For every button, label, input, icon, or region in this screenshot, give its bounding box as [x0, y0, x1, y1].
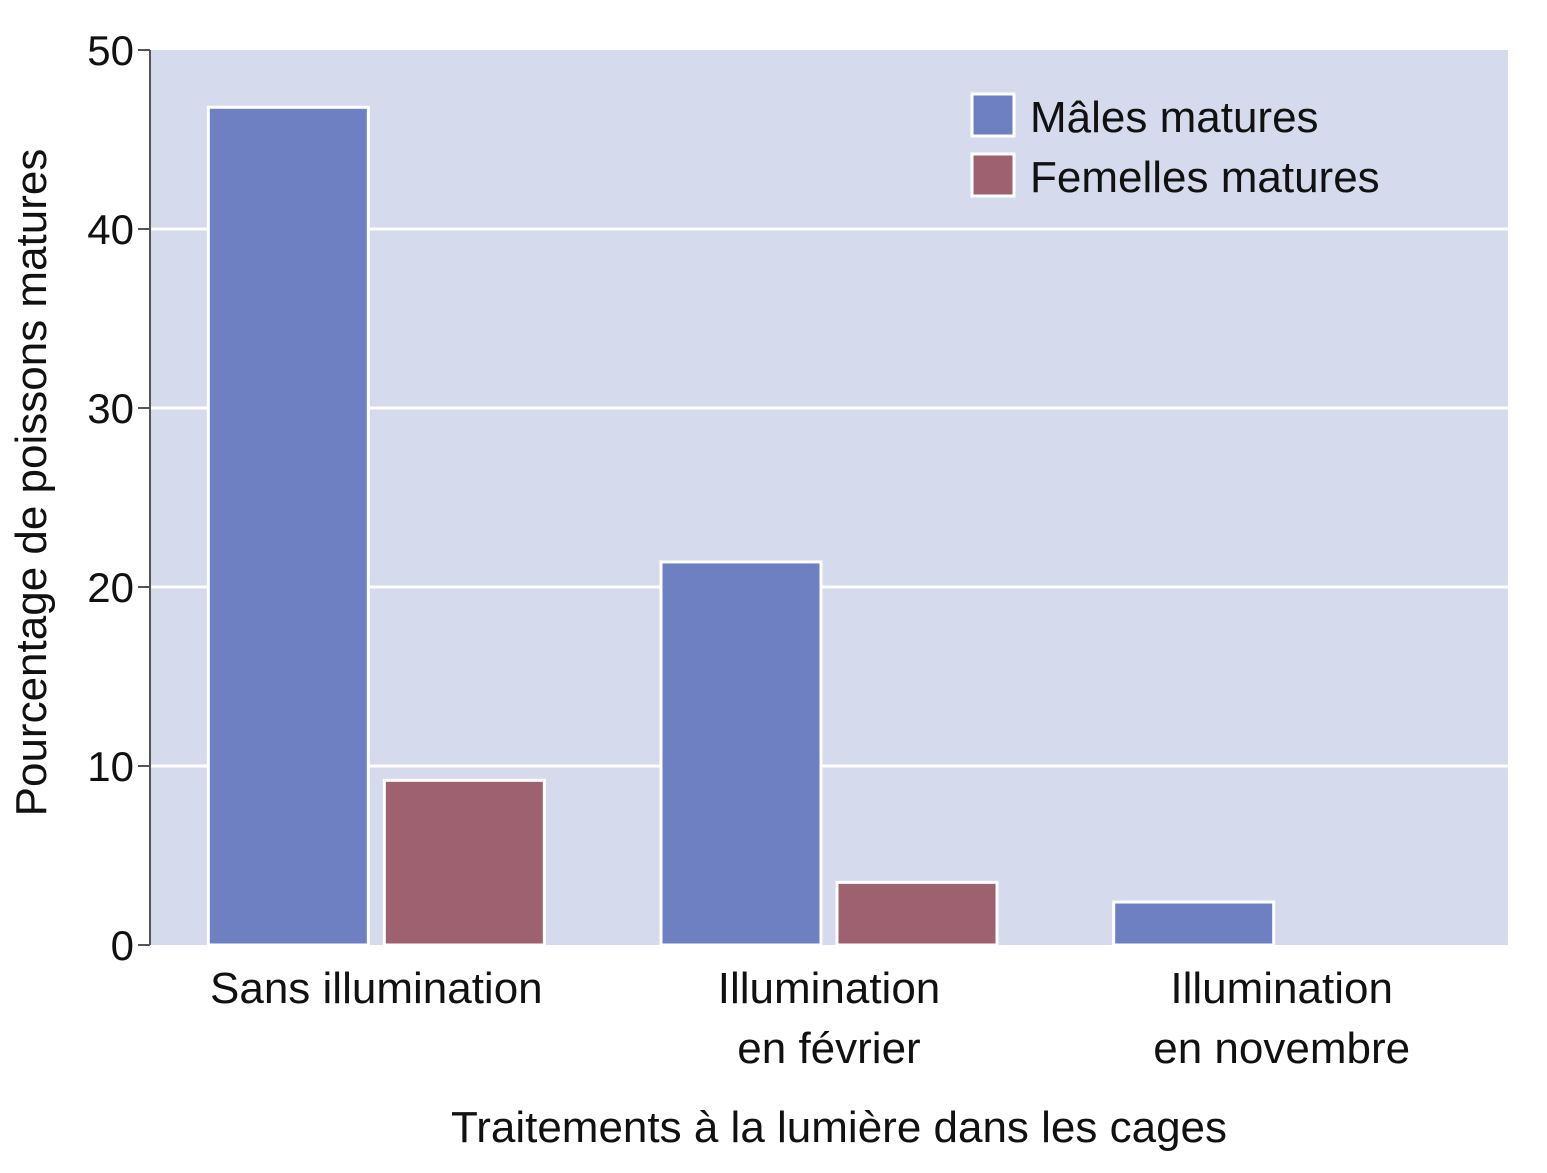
- y-tick-label: 20: [87, 564, 134, 611]
- bar-males: [659, 560, 823, 947]
- plot-area: [150, 50, 1508, 945]
- legend-swatch-females: [970, 152, 1016, 198]
- legend-swatch-males: [970, 92, 1016, 138]
- y-axis-title: Pourcentage de poissons matures: [7, 149, 56, 817]
- y-axis-ticks: 0 10 20 30 40 50: [87, 27, 150, 969]
- bar-females: [835, 880, 999, 947]
- y-tick-label: 0: [111, 922, 134, 969]
- x-axis-labels: Sans illumination Illumination en février I…: [210, 964, 1410, 1073]
- y-tick-label: 10: [87, 743, 134, 790]
- bars: [206, 105, 1276, 947]
- bar-males: [1112, 900, 1276, 947]
- legend: Mâles matures Femelles matures: [970, 92, 1380, 202]
- x-axis-title: Traitements à la lumière dans les cages: [451, 1103, 1227, 1152]
- y-tick-label: 30: [87, 385, 134, 432]
- bar-males: [206, 105, 370, 947]
- legend-label-males: Mâles matures: [1030, 93, 1319, 142]
- y-tick-label: 40: [87, 206, 134, 253]
- bar-females: [382, 778, 546, 947]
- gridlines: [150, 227, 1508, 768]
- x-category-label: Illumination en novembre: [1153, 964, 1410, 1073]
- y-tick-label: 50: [87, 27, 134, 74]
- x-category-label: Sans illumination: [210, 964, 543, 1013]
- x-category-label: Illumination en février: [718, 964, 941, 1073]
- legend-label-females: Femelles matures: [1030, 153, 1380, 202]
